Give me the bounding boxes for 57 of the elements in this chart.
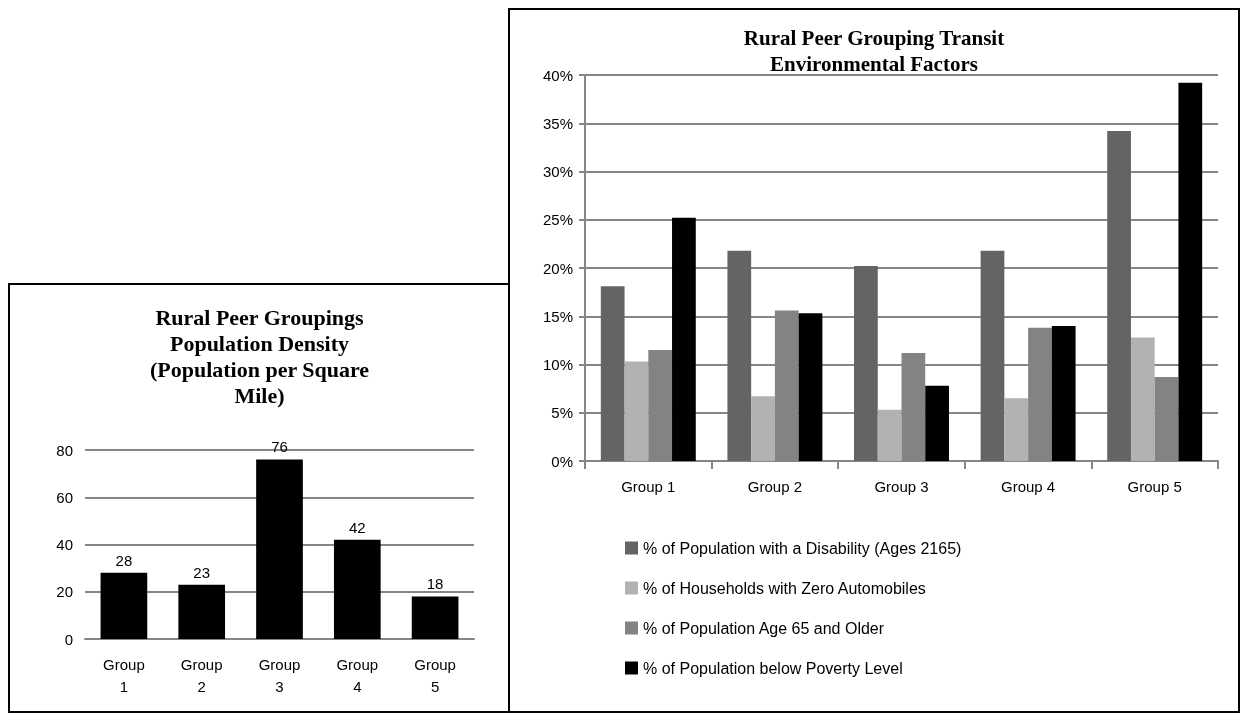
y-tick-label: 15% <box>542 307 573 325</box>
y-tick-label: 80 <box>56 441 73 459</box>
bar <box>1154 377 1179 461</box>
data-label: 28 <box>115 551 133 569</box>
bar <box>256 459 303 639</box>
bar <box>1130 337 1155 461</box>
y-tick-label: 25% <box>542 211 573 229</box>
bar <box>600 286 625 461</box>
y-tick-label: 5% <box>551 404 573 422</box>
bar <box>798 313 823 461</box>
bar <box>980 250 1005 461</box>
bar <box>727 250 752 461</box>
legend-label: % of Population with a Disability (Ages 2165) <box>643 539 962 557</box>
x-tick-label: Group 2 <box>747 477 802 495</box>
y-tick-label: 30% <box>542 163 573 180</box>
bar <box>333 539 381 639</box>
bar <box>925 385 949 461</box>
x-tick-label: Group 2 <box>180 655 223 695</box>
bar <box>100 572 148 639</box>
legend-label: % of Households with Zero Automobiles <box>643 579 926 597</box>
bar <box>411 596 459 639</box>
legend-label: % of Population Age 65 and Older <box>643 619 885 637</box>
x-tick-label: Group 3 <box>874 477 929 495</box>
y-tick-label: 40 <box>56 536 73 553</box>
x-tick-label: Group 3 <box>258 655 301 695</box>
bar <box>672 217 696 461</box>
x-tick-label: Group 5 <box>414 655 456 695</box>
legend-label: % of Population below Poverty Level <box>643 659 903 677</box>
y-tick-label: 40% <box>542 66 573 84</box>
bar <box>1107 130 1131 461</box>
chart-title: Rural Peer Groupings Population Density (Population per Square Mile) <box>149 304 370 408</box>
y-tick-label: 20% <box>542 259 573 277</box>
chart-title: Rural Peer Grouping Transit Environmental Factors <box>743 26 1005 76</box>
x-tick-label: Group 1 <box>621 477 676 495</box>
bar <box>1178 82 1203 461</box>
data-label: 76 <box>271 438 288 456</box>
x-tick-label: Group 4 <box>1001 477 1056 495</box>
y-tick-label: 60 <box>56 488 73 506</box>
y-tick-label: 0 <box>64 630 73 648</box>
data-label: 18 <box>426 575 444 593</box>
x-tick-label: Group 1 <box>103 655 145 695</box>
y-tick-label: 35% <box>542 114 573 132</box>
bar <box>854 266 878 461</box>
bar <box>648 350 673 461</box>
bar <box>624 361 649 461</box>
y-tick-label: 10% <box>542 356 573 373</box>
bar <box>877 409 902 461</box>
data-label: 23 <box>193 563 211 581</box>
x-tick-label: Group 4 <box>336 655 379 695</box>
bar <box>1004 398 1029 461</box>
x-tick-label: Group 5 <box>1127 477 1182 495</box>
y-tick-label: 0% <box>551 452 573 470</box>
bar <box>751 396 775 461</box>
data-label: 42 <box>348 518 366 536</box>
bar <box>178 584 226 639</box>
y-tick-label: 20 <box>56 583 73 601</box>
bar <box>1051 325 1076 461</box>
